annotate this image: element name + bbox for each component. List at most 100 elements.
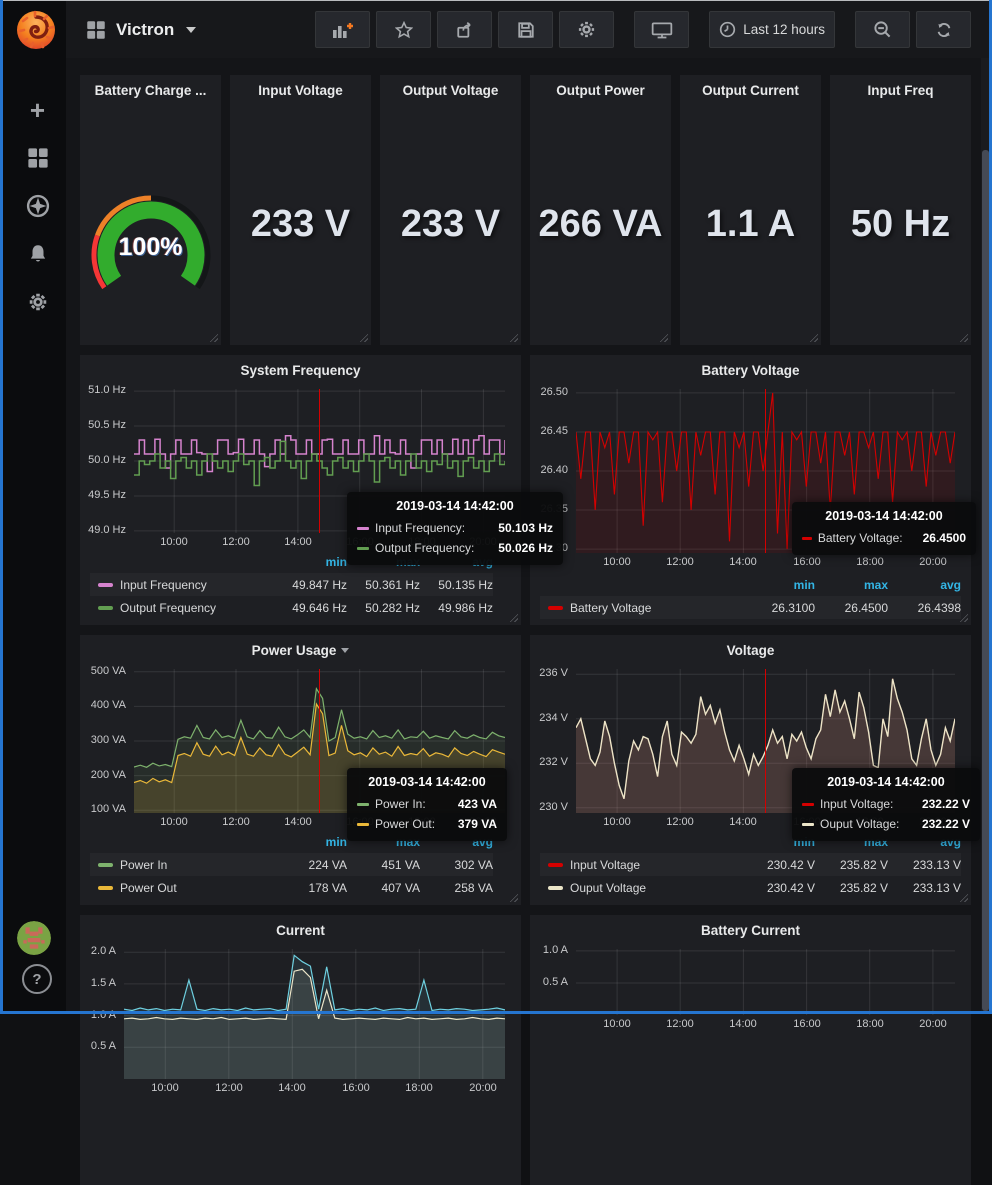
- series-swatch: [357, 546, 369, 550]
- panel-title[interactable]: Battery Voltage: [701, 363, 800, 378]
- share-button[interactable]: [437, 11, 493, 48]
- legend-header-min[interactable]: min: [325, 834, 347, 849]
- dashboards-grid-icon[interactable]: [25, 145, 51, 171]
- legend-series[interactable]: Input Frequency: [90, 578, 274, 592]
- grafana-logo-icon[interactable]: [13, 7, 59, 53]
- panel-battery-charge: Battery Charge ... 100%: [80, 75, 221, 345]
- resize-grip[interactable]: [659, 333, 668, 342]
- save-button[interactable]: [498, 11, 554, 48]
- create-plus-icon[interactable]: +: [29, 95, 46, 125]
- legend-header-avg[interactable]: avg: [940, 577, 961, 592]
- refresh-button[interactable]: [916, 11, 971, 48]
- y-axis-tick: 2.0 A: [90, 945, 116, 957]
- legend-series[interactable]: Output Frequency: [90, 601, 274, 615]
- panel-title[interactable]: Output Power: [556, 83, 645, 98]
- legend-row: Input Frequency 49.847 Hz 50.361 Hz 50.1…: [90, 573, 493, 596]
- panel-current: Current 2.0 A 1.5 A 1.0 A 0.5 A 10:00 12:00 14…: [80, 915, 521, 1185]
- tooltip-system-frequency: 2019-03-14 14:42:00 Input Frequency: 50.…: [347, 492, 563, 565]
- panel-title[interactable]: Input Freq: [867, 83, 934, 98]
- x-axis-tick: 10:00: [603, 556, 631, 568]
- panel-title[interactable]: Output Current: [702, 83, 799, 98]
- x-axis-tick: 10:00: [603, 1018, 631, 1030]
- x-axis-tick: 12:00: [222, 536, 250, 548]
- panel-settings-gear-button[interactable]: [559, 11, 615, 48]
- legend-row: Power Out 178 VA 407 VA 258 VA: [90, 876, 493, 899]
- legend-header-min[interactable]: min: [793, 577, 815, 592]
- panel-system-frequency: System Frequency 51.0 Hz 50.5 Hz 50.0 Hz 49…: [80, 355, 521, 625]
- panel-title[interactable]: Voltage: [726, 643, 775, 658]
- x-axis-tick: 18:00: [856, 1018, 884, 1030]
- alerting-bell-icon[interactable]: [25, 241, 51, 267]
- zoom-out-button[interactable]: [855, 11, 910, 48]
- series-swatch: [98, 605, 113, 610]
- panel-title[interactable]: System Frequency: [240, 363, 361, 378]
- x-axis-tick: 16:00: [793, 1018, 821, 1030]
- legend-header-max[interactable]: max: [863, 577, 888, 592]
- battery-current-chart[interactable]: 1.0 A 0.5 A 10:00 12:00 14:00 16:00 18:00 20:00: [538, 944, 963, 1035]
- user-avatar[interactable]: [17, 921, 51, 955]
- help-icon[interactable]: ?: [22, 964, 52, 994]
- y-axis-tick: 100 VA: [90, 803, 126, 815]
- legend: min max avg Power In 224 VA 451 VA 302 V…: [90, 830, 511, 899]
- star-button[interactable]: [376, 11, 432, 48]
- series-swatch: [548, 885, 563, 890]
- x-axis-tick: 14:00: [284, 816, 312, 828]
- panel-output-current: Output Current 1.1 A: [680, 75, 821, 345]
- x-axis-tick: 10:00: [603, 816, 631, 828]
- panel-menu-caret-icon[interactable]: [341, 648, 350, 653]
- stat-value: 233 V: [250, 202, 351, 245]
- stat-value: 50 Hz: [850, 202, 951, 245]
- legend-series[interactable]: Power In: [90, 858, 274, 872]
- time-range-picker[interactable]: Last 12 hours: [709, 11, 835, 48]
- plot-area[interactable]: [576, 949, 955, 1015]
- stat-value: 1.1 A: [705, 202, 796, 245]
- panel-title[interactable]: Current: [276, 923, 325, 938]
- chevron-down-icon[interactable]: [186, 26, 197, 33]
- resize-grip[interactable]: [209, 333, 218, 342]
- y-axis-tick: 300 VA: [90, 734, 126, 746]
- legend-series[interactable]: Ouput Voltage: [540, 881, 742, 895]
- resize-grip[interactable]: [959, 893, 968, 902]
- x-axis-tick: 12:00: [222, 816, 250, 828]
- resize-grip[interactable]: [959, 613, 968, 622]
- resize-grip[interactable]: [509, 613, 518, 622]
- resize-grip[interactable]: [959, 333, 968, 342]
- legend-header-min[interactable]: min: [325, 554, 347, 569]
- resize-grip[interactable]: [509, 893, 518, 902]
- resize-grip[interactable]: [359, 333, 368, 342]
- y-axis-tick: 232 V: [539, 756, 568, 768]
- window-border-bottom: [0, 1011, 992, 1014]
- resize-grip[interactable]: [809, 333, 818, 342]
- panel-title[interactable]: Battery Charge ...: [94, 83, 207, 98]
- plot-area[interactable]: [124, 949, 505, 1079]
- legend-series[interactable]: Input Voltage: [540, 858, 742, 872]
- scrollbar-thumb[interactable]: [981, 150, 989, 1011]
- explore-compass-icon[interactable]: [25, 193, 51, 219]
- x-axis-tick: 14:00: [729, 1018, 757, 1030]
- sidebar: + ?: [3, 1, 66, 1011]
- series-swatch: [548, 862, 563, 867]
- add-panel-button[interactable]: [315, 11, 371, 48]
- configuration-gear-icon[interactable]: [25, 289, 51, 315]
- window-border-top: [0, 0, 992, 1]
- panel-title[interactable]: Battery Current: [700, 923, 801, 938]
- dashboard-title[interactable]: Victron: [116, 19, 175, 39]
- legend: min max avg Battery Voltage 26.3100 26.4…: [540, 573, 961, 619]
- x-axis-tick: 14:00: [278, 1082, 306, 1094]
- gauge-value: 100%: [118, 233, 183, 261]
- panel-title[interactable]: Power Usage: [80, 643, 521, 658]
- current-chart[interactable]: 2.0 A 1.5 A 1.0 A 0.5 A 10:00 12:00 14:00 16:00…: [88, 945, 513, 1099]
- legend-series[interactable]: Battery Voltage: [540, 601, 742, 615]
- tv-mode-button[interactable]: [634, 11, 690, 48]
- y-axis-tick: 50.5 Hz: [88, 419, 126, 431]
- y-axis-tick: 51.0 Hz: [88, 384, 126, 396]
- tooltip-battery-voltage: 2019-03-14 14:42:00 Battery Voltage: 26.…: [792, 502, 976, 555]
- panel-output-power: Output Power 266 VA: [530, 75, 671, 345]
- panel-title[interactable]: Input Voltage: [258, 83, 343, 98]
- legend-series[interactable]: Power Out: [90, 881, 274, 895]
- y-axis-tick: 0.5 A: [90, 1040, 116, 1052]
- resize-grip[interactable]: [509, 333, 518, 342]
- y-axis-tick: 234 V: [539, 712, 568, 724]
- legend-row: Input Voltage 230.42 V 235.82 V 233.13 V: [540, 853, 961, 876]
- panel-title[interactable]: Output Voltage: [402, 83, 499, 98]
